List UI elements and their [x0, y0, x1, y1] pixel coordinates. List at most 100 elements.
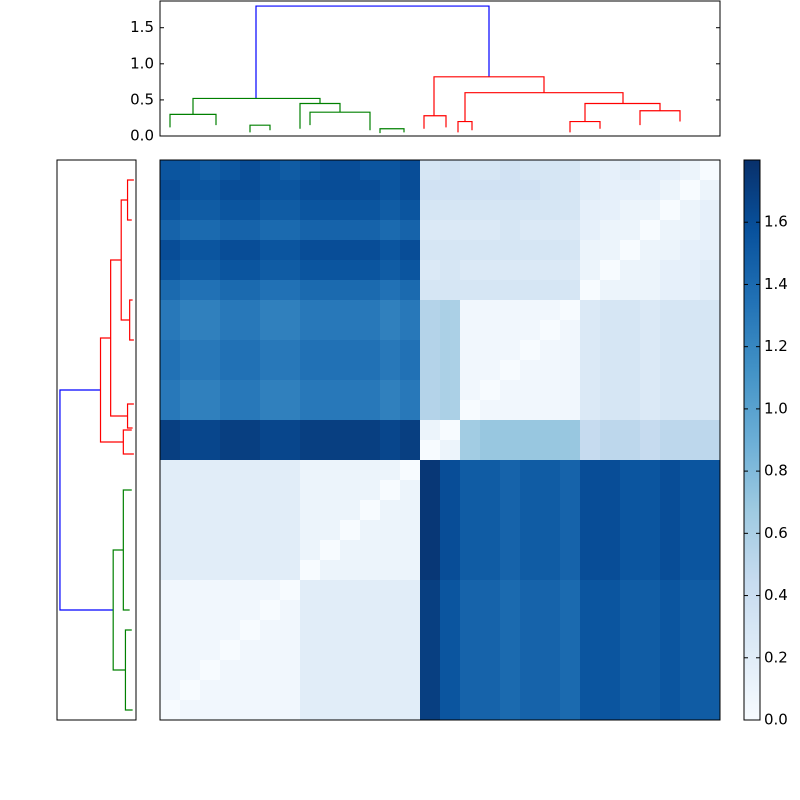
- heatmap-cell: [380, 440, 401, 461]
- heatmap-cell: [500, 420, 521, 441]
- heatmap-cell: [700, 240, 721, 261]
- heatmap-cell: [520, 260, 541, 281]
- heatmap-cell: [340, 280, 361, 301]
- heatmap-cell: [540, 180, 561, 201]
- heatmap-cell: [400, 420, 421, 441]
- heatmap-cell: [700, 680, 721, 701]
- heatmap-cell: [640, 660, 661, 681]
- heatmap-cell: [480, 640, 501, 661]
- heatmap-cell: [160, 320, 181, 341]
- heatmap-cell: [540, 600, 561, 621]
- heatmap-cell: [560, 260, 581, 281]
- heatmap-cell: [200, 440, 221, 461]
- heatmap-cell: [380, 300, 401, 321]
- heatmap-cell: [580, 300, 601, 321]
- heatmap-cell: [380, 580, 401, 601]
- heatmap-cell: [340, 540, 361, 561]
- heatmap-cell: [420, 360, 441, 381]
- heatmap-cell: [420, 380, 441, 401]
- heatmap-cell: [580, 440, 601, 461]
- heatmap-cell: [180, 520, 201, 541]
- heatmap-cell: [380, 420, 401, 441]
- heatmap-cell: [680, 180, 701, 201]
- heatmap-cell: [280, 340, 301, 361]
- heatmap-cell: [300, 600, 321, 621]
- heatmap-cell: [700, 360, 721, 381]
- heatmap-cell: [180, 180, 201, 201]
- heatmap-cell: [700, 200, 721, 221]
- heatmap-cell: [660, 380, 681, 401]
- heatmap-cell: [580, 220, 601, 241]
- heatmap-cell: [360, 180, 381, 201]
- heatmap-cell: [220, 400, 241, 421]
- heatmap-cell: [160, 240, 181, 261]
- heatmap-cell: [280, 680, 301, 701]
- heatmap-cell: [160, 380, 181, 401]
- dendrogram-link: [169, 113, 217, 128]
- heatmap-cell: [360, 660, 381, 681]
- heatmap-cell: [380, 280, 401, 301]
- heatmap-cell: [680, 580, 701, 601]
- heatmap-cell: [680, 480, 701, 501]
- heatmap-cell: [400, 680, 421, 701]
- heatmap-cell: [620, 460, 641, 481]
- heatmap-cell: [700, 640, 721, 661]
- heatmap-cell: [580, 340, 601, 361]
- heatmap-cell: [300, 660, 321, 681]
- dendrogram-link: [423, 115, 447, 129]
- heatmap-cell: [540, 300, 561, 321]
- heatmap-cell: [480, 280, 501, 301]
- heatmap-cell: [640, 680, 661, 701]
- heatmap-cell: [440, 640, 461, 661]
- heatmap-cell: [440, 600, 461, 621]
- heatmap-cell: [540, 680, 561, 701]
- dendrogram-link: [192, 97, 321, 115]
- heatmap-cell: [240, 260, 261, 281]
- heatmap-cell: [380, 240, 401, 261]
- heatmap-cell: [580, 600, 601, 621]
- heatmap-cell: [680, 660, 701, 681]
- heatmap-cell: [640, 640, 661, 661]
- heatmap-cell: [320, 660, 341, 681]
- heatmap-cell: [240, 200, 261, 221]
- heatmap-cell: [340, 240, 361, 261]
- heatmap-cell: [360, 600, 381, 621]
- colorbar-tick-label: 0.8: [764, 462, 788, 480]
- heatmap-cell: [420, 400, 441, 421]
- heatmap-cell: [280, 240, 301, 261]
- heatmap-cell: [540, 160, 561, 181]
- heatmap-cell: [700, 320, 721, 341]
- heatmap-cell: [480, 520, 501, 541]
- heatmap-cell: [500, 620, 521, 641]
- heatmap-cell: [160, 660, 181, 681]
- heatmap-cell: [560, 200, 581, 221]
- heatmap-cell: [400, 560, 421, 581]
- heatmap-cell: [160, 520, 181, 541]
- heatmap-cell: [260, 620, 281, 641]
- heatmap-cell: [600, 300, 621, 321]
- heatmap-cell: [640, 260, 661, 281]
- heatmap-cell: [380, 540, 401, 561]
- heatmap-cell: [580, 520, 601, 541]
- heatmap-cell: [320, 620, 341, 641]
- heatmap-cell: [240, 460, 261, 481]
- heatmap-cell: [640, 240, 661, 261]
- dendrogram-link: [379, 128, 405, 134]
- heatmap-cell: [520, 560, 541, 581]
- heatmap-cell: [620, 300, 641, 321]
- heatmap-cell: [440, 260, 461, 281]
- heatmap-cell: [360, 460, 381, 481]
- heatmap-cell: [260, 340, 281, 361]
- heatmap-cell: [380, 200, 401, 221]
- heatmap-cell: [540, 340, 561, 361]
- heatmap-cell: [200, 280, 221, 301]
- heatmap-cell: [440, 160, 461, 181]
- heatmap-cell: [280, 560, 301, 581]
- heatmap-cell: [300, 540, 321, 561]
- dendrogram-link: [309, 111, 371, 131]
- heatmap-cell: [560, 540, 581, 561]
- heatmap-cell: [280, 180, 301, 201]
- heatmap-cell: [560, 440, 581, 461]
- heatmap-cell: [260, 700, 281, 721]
- heatmap-cell: [680, 500, 701, 521]
